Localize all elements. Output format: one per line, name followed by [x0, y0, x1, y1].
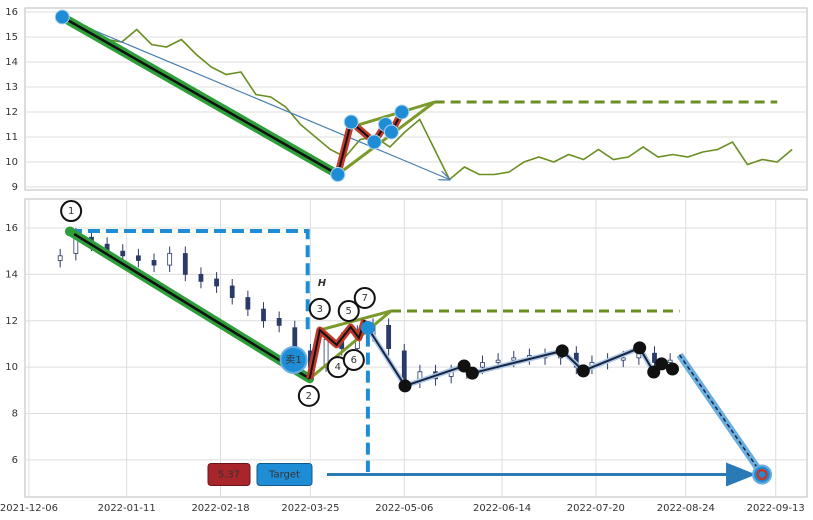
y-tick-label: 14: [5, 57, 18, 68]
y-tick-label: 16: [5, 7, 18, 18]
pivot-marker: [60, 200, 83, 223]
swing-dot: [633, 341, 647, 355]
y-tick-label: 9: [12, 182, 18, 193]
candle-body: [495, 359, 501, 363]
pivot-marker: [337, 300, 360, 323]
y-tick-label: 12: [5, 316, 18, 327]
pivot-marker: [353, 287, 376, 310]
price-line: [61, 16, 793, 181]
y-tick-label: 13: [5, 82, 18, 93]
y-tick-label: 15: [5, 32, 18, 43]
candle-body: [292, 327, 298, 349]
pivot-marker: [297, 384, 320, 407]
x-tick-label: 2022-01-11: [98, 503, 156, 514]
pivot-label: 4: [335, 362, 341, 373]
x-tick-label: 2022-06-14: [473, 503, 531, 514]
y-tick-label: 12: [5, 107, 18, 118]
x-tick-label: 2022-02-18: [191, 503, 249, 514]
x-tick-label: 2022-03-25: [281, 503, 339, 514]
candle-body: [120, 250, 126, 257]
x-tick-label: 2022-08-24: [657, 503, 715, 514]
y-tick-label: 10: [5, 362, 18, 373]
swing-dot: [647, 365, 661, 379]
pivot-label: 6: [351, 355, 357, 366]
swing-dot: [398, 379, 412, 393]
candle-body: [245, 297, 251, 310]
target-value-box: [207, 463, 251, 487]
trend-line-inner: [61, 15, 339, 176]
candle-body: [276, 318, 282, 326]
candle-body: [480, 362, 485, 368]
height-label: H: [318, 278, 327, 289]
candle-body: [620, 357, 626, 361]
pivot-dot: [343, 114, 359, 130]
swing-dot: [576, 364, 590, 378]
candle-body: [57, 255, 63, 261]
height-box: [69, 229, 310, 335]
sell-signal-label: 卖1: [285, 354, 301, 366]
candle-body: [511, 357, 517, 361]
zigzag-inner: [308, 319, 366, 379]
target-label: Target: [268, 470, 300, 481]
sell-signal: [279, 345, 308, 374]
x-tick-label: 2022-09-13: [747, 503, 805, 514]
y-tick-label: 16: [5, 223, 18, 234]
candle-body: [182, 253, 188, 275]
plot-area: [24, 7, 808, 191]
y-tick-label: 8: [12, 409, 18, 420]
target-dot: [752, 464, 773, 485]
pivot-marker: [342, 348, 365, 371]
y-tick-label: 10: [5, 157, 18, 168]
candle-body: [261, 308, 266, 322]
candle-body: [167, 253, 173, 266]
pivot-label: 3: [317, 304, 323, 315]
candle-body: [135, 255, 141, 261]
candle-body: [151, 260, 157, 266]
projection-arrow: [62, 16, 449, 180]
wedge-upper: [319, 309, 392, 332]
swing-dot: [555, 344, 569, 358]
y-tick-label: 6: [12, 455, 18, 466]
candle-body: [229, 285, 235, 298]
x-tick-label: 2021-12-06: [0, 503, 58, 514]
y-tick-label: 14: [5, 269, 18, 280]
pivot-label: 1: [68, 206, 74, 217]
pivot-dot: [330, 167, 346, 182]
x-tick-label: 2022-07-20: [567, 503, 625, 514]
breakout-dot: [360, 320, 375, 335]
pivot-dot: [54, 9, 70, 25]
wedge-lower: [336, 100, 436, 176]
swing-dot: [665, 362, 679, 376]
swing-dot: [655, 357, 669, 371]
plot-area: [24, 198, 808, 498]
wedge-upper: [350, 100, 436, 129]
y-tick-label: 11: [5, 132, 18, 143]
candle-body: [652, 352, 657, 363]
forecast-line: [678, 354, 763, 475]
start-dot: [64, 226, 75, 237]
pivot-dot: [366, 134, 382, 150]
pivot-marker: [308, 297, 331, 320]
candle-body: [323, 338, 329, 366]
pivot-label: 5: [346, 306, 352, 317]
target-value-label: 5.37: [218, 470, 240, 481]
target-label-box: [256, 463, 313, 487]
pivot-label: 2: [306, 391, 312, 402]
swing-dot: [465, 366, 479, 380]
candle-body: [214, 278, 219, 287]
trend-line-inner: [69, 230, 311, 380]
candle-body: [667, 359, 673, 363]
wedge-lower: [308, 309, 392, 380]
pivot-label: 7: [362, 293, 368, 304]
x-tick-label: 2022-05-06: [375, 503, 433, 514]
pivot-dot: [383, 124, 399, 140]
candle-body: [198, 273, 204, 282]
target-dot-inner: [756, 468, 768, 481]
candle-body: [386, 324, 392, 349]
pivot-dot: [394, 104, 410, 120]
